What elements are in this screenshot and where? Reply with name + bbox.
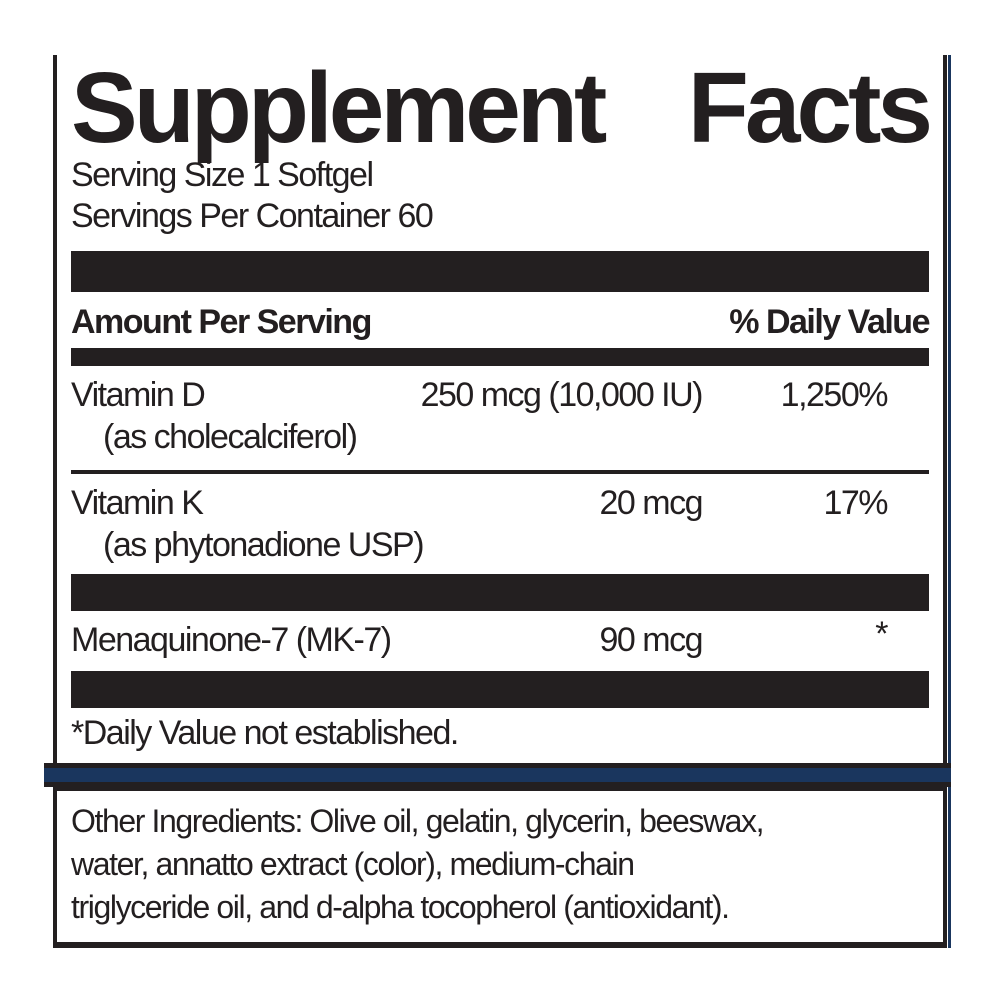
panel-title-word-facts: Facts [687,55,933,164]
other-ingredients-line-1: Other Ingredients: Olive oil, gelatin, g… [71,803,765,839]
thick-divider-bar-bottom [71,671,929,708]
percent-daily-value-header: % Daily Value [729,303,930,341]
thin-divider-bar-header [71,348,929,366]
nutrient-line: Vitamin D 250 mcg (10,000 IU) 1,250% [71,374,929,416]
navy-right-edge [948,55,951,948]
nutrient-daily-value: 1,250% [780,376,889,414]
thick-divider-bar-top [71,251,929,292]
nutrient-name: Menaquinone-7 (MK-7) [71,621,392,659]
nutrient-amount: 90 mcg [599,621,704,659]
nutrient-name: Vitamin K [71,484,204,522]
other-ingredients-box: Other Ingredients: Olive oil, gelatin, g… [53,787,947,948]
panel-title-word-supplement: Supplement [71,55,607,164]
other-ingredients-line-3: triglyceride oil, and d-alpha tocopherol… [71,889,730,925]
navy-separator-band [44,763,951,787]
column-header-row: Amount Per Serving % Daily Value [71,292,930,348]
nutrient-row-menaquinone: Menaquinone-7 (MK-7) 90 mcg * [71,615,929,661]
serving-size-text: Serving Size 1 Softgel [71,156,374,194]
panel-title: Supplement Facts [71,55,933,164]
nutrient-line: Vitamin K 20 mcg 17% [71,482,929,524]
nutrient-row-vitamin-k: Vitamin K 20 mcg 17% (as phytonadione US… [71,482,929,566]
nutrient-source-detail: (as cholecalciferol) [103,418,358,456]
facts-panel-main: Supplement Facts Serving Size 1 Softgel … [53,55,947,763]
other-ingredients-line-2: water, annatto extract (color), medium-c… [71,846,635,882]
nutrient-daily-value: 17% [823,484,888,522]
amount-per-serving-header: Amount Per Serving [71,303,372,341]
nutrient-amount: 250 mcg (10,000 IU) [420,376,704,414]
nutrient-row-vitamin-d: Vitamin D 250 mcg (10,000 IU) 1,250% (as… [71,374,929,458]
nutrient-daily-value-asterisk: * [875,615,888,653]
daily-value-footnote: *Daily Value not established. [71,714,459,752]
supplement-facts-panel: Supplement Facts Serving Size 1 Softgel … [44,55,951,948]
serving-info: Serving Size 1 Softgel Servings Per Cont… [71,155,929,237]
thick-divider-bar-mid [71,574,929,611]
servings-per-container-text: Servings Per Container 60 [71,197,434,235]
nutrient-line: Menaquinone-7 (MK-7) 90 mcg * [71,615,929,661]
nutrient-amount: 20 mcg [599,484,704,522]
nutrient-name: Vitamin D [71,376,206,414]
nutrient-source-detail: (as phytonadione USP) [103,526,425,564]
hairline-divider [71,470,929,474]
